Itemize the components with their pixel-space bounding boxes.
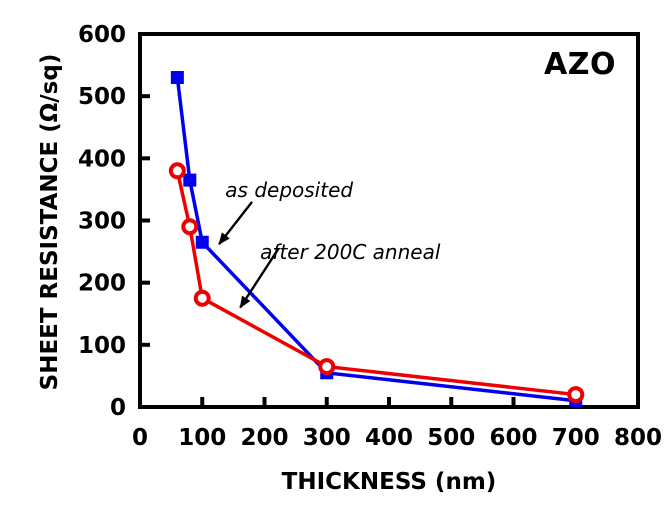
- data-point-circle: [181, 218, 199, 236]
- x-tick-label: 100: [178, 425, 226, 451]
- y-tick-label: 200: [78, 271, 126, 297]
- x-tick-label: 700: [552, 425, 600, 451]
- chart-title: AZO: [544, 47, 616, 82]
- series-line-1: [175, 170, 576, 397]
- x-tick-label: 400: [365, 425, 413, 451]
- annotation-arrowhead-icon: [239, 295, 251, 309]
- data-point-circle: [193, 289, 211, 307]
- y-tick-label: 600: [78, 22, 126, 48]
- annotation-arrow-line: [239, 248, 280, 309]
- data-point-square: [195, 235, 209, 249]
- x-axis-title: THICKNESS (nm): [281, 469, 497, 495]
- x-tick-label: 800: [614, 425, 662, 451]
- data-point-circle: [318, 358, 336, 376]
- x-tick-label: 300: [303, 425, 351, 451]
- y-tick-label: 300: [78, 209, 126, 235]
- annotation-arrowhead-icon: [218, 232, 230, 245]
- annotation-label: after 200C anneal: [260, 240, 441, 264]
- plot-frame: [138, 32, 640, 409]
- data-point-square: [170, 71, 184, 85]
- x-tick-label: 0: [132, 425, 148, 451]
- x-tick-label: 200: [240, 425, 288, 451]
- y-tick-label: 500: [78, 84, 126, 110]
- data-point-square: [183, 173, 197, 187]
- x-tick-label: 500: [427, 425, 475, 451]
- x-tick-label: 600: [489, 425, 537, 451]
- y-axis-title: SHEET RESISTANCE (Ω/sq): [37, 53, 63, 391]
- y-tick-label: 100: [78, 333, 126, 359]
- annotation-label: as deposited: [225, 178, 353, 202]
- y-tick-label: 400: [78, 146, 126, 172]
- data-point-circle: [168, 162, 186, 180]
- y-tick-label: 0: [110, 395, 126, 421]
- data-point-circle: [567, 386, 585, 404]
